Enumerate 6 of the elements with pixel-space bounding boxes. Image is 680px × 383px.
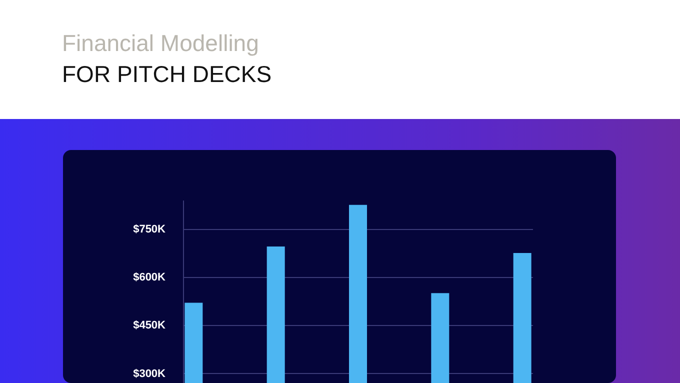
y-tick-label: $750K <box>133 223 166 236</box>
y-tick-label: $300K <box>133 368 166 380</box>
y-tick-label: $450K <box>133 320 166 332</box>
chart-subtitle: FOR PITCH DECKS <box>62 61 272 88</box>
y-tick-label: $600K <box>133 272 166 284</box>
chart-title: Financial Modelling <box>62 30 259 57</box>
